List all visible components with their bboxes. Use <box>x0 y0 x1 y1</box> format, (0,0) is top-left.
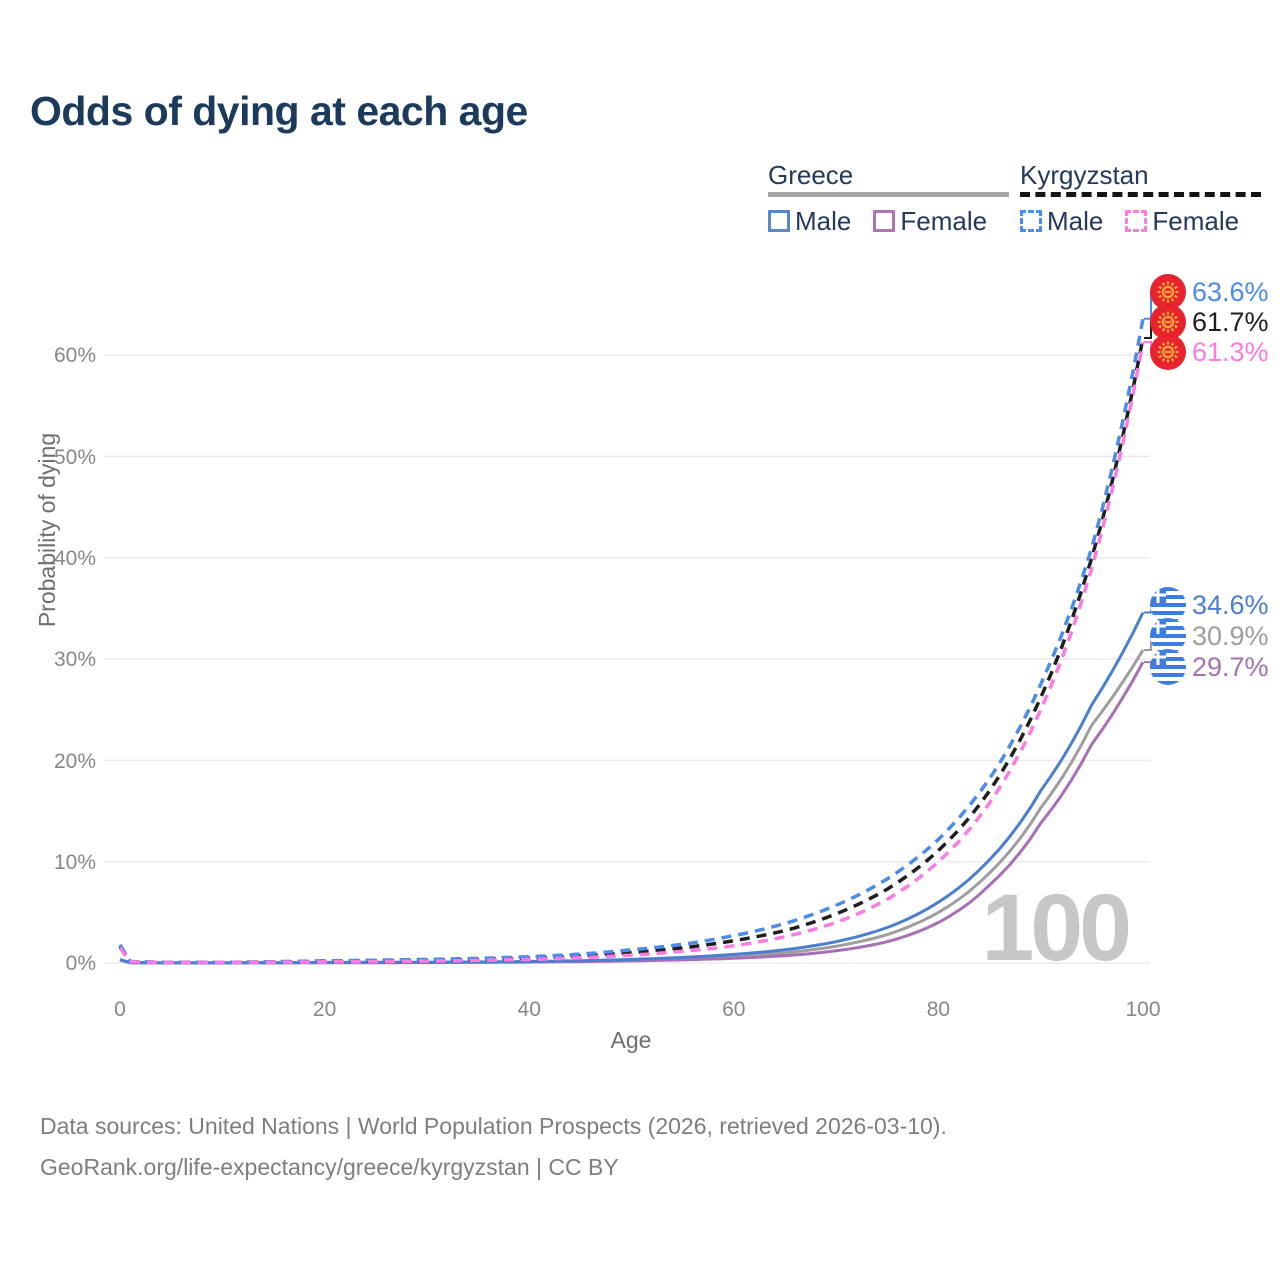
x-tick-60: 60 <box>722 998 745 1021</box>
greece-female-end-value: 29.7% <box>1192 652 1269 682</box>
legend-item-kyrgyzstan-male[interactable]: Male <box>1020 206 1103 236</box>
page-title: Odds of dying at each age <box>30 88 528 134</box>
y-tick-20: 20% <box>54 750 96 773</box>
series-layer <box>118 318 1145 965</box>
kyrgyzstan-male-line[interactable] <box>118 318 1145 965</box>
kyrgyzstan-female-checkbox[interactable] <box>1125 210 1148 232</box>
x-tick-40: 40 <box>518 998 541 1021</box>
greece-male-checkbox[interactable] <box>768 210 790 232</box>
y-axis-ticks: 0% 10% 20% 30% 40% 50% 60% <box>54 344 96 975</box>
legend-header-greece[interactable]: Greece <box>768 160 854 190</box>
y-axis-title: Probability of dying <box>34 433 60 627</box>
greece-female-label: Female <box>900 206 988 236</box>
kyrgyzstan-female-line[interactable] <box>118 341 1145 965</box>
kyrgyzstan-total-line-swatch <box>1020 192 1262 197</box>
legend-item-kyrgyzstan-female[interactable]: Female <box>1125 206 1239 236</box>
y-tick-30: 30% <box>54 648 96 671</box>
kyrgyzstan-flag-icon <box>1150 304 1186 340</box>
end-label-greece-total: 30.9% <box>1144 618 1269 654</box>
kyrgyzstan-flag-icon <box>1150 334 1186 370</box>
legend-group-kyrgyzstan: Kyrgyzstan Male Female <box>1020 160 1262 236</box>
legend-item-greece-female[interactable]: Female <box>873 206 987 236</box>
gridlines <box>104 354 1150 964</box>
footer-data-sources: Data sources: United Nations | World Pop… <box>40 1113 947 1139</box>
y-tick-40: 40% <box>54 547 96 570</box>
x-tick-20: 20 <box>313 998 336 1021</box>
greece-total-line-swatch <box>768 192 1010 197</box>
kyrgyzstan-flag-icon <box>1150 274 1186 310</box>
x-axis-ticks: 0 20 40 60 80 100 <box>114 998 1160 1021</box>
kyrgyzstan-male-checkbox[interactable] <box>1020 210 1042 232</box>
y-tick-60: 60% <box>54 344 96 367</box>
footer: Data sources: United Nations | World Pop… <box>40 1106 947 1188</box>
greece-flag-icon <box>1150 649 1186 685</box>
end-label-kyrgyzstan-male: 63.6% <box>1144 274 1269 320</box>
age-watermark: 100 <box>981 875 1128 981</box>
y-tick-0: 0% <box>66 952 96 975</box>
x-axis-title: Age <box>611 1027 652 1053</box>
end-label-kyrgyzstan-total: 61.7% <box>1144 304 1269 340</box>
legend-item-greece-male[interactable]: Male <box>768 206 851 236</box>
footer-attribution: GeoRank.org/life-expectancy/greece/kyrgy… <box>40 1154 619 1180</box>
x-tick-80: 80 <box>927 998 950 1021</box>
legend-group-greece: Greece Male Female <box>768 160 1010 236</box>
end-label-greece-female: 29.7% <box>1144 649 1269 685</box>
kyrgyzstan-total-line[interactable] <box>118 337 1145 965</box>
greece-male-end-value: 34.6% <box>1192 590 1269 620</box>
x-tick-100: 100 <box>1125 998 1160 1021</box>
kyrgyzstan-male-end-value: 63.6% <box>1192 277 1269 307</box>
kyrgyzstan-female-label: Female <box>1152 206 1240 236</box>
greece-flag-icon <box>1150 587 1186 623</box>
y-tick-10: 10% <box>54 851 96 874</box>
kyrgyzstan-female-end-value: 61.3% <box>1192 337 1269 367</box>
greece-flag-icon <box>1150 618 1186 654</box>
legend-header-kyrgyzstan[interactable]: Kyrgyzstan <box>1020 160 1149 190</box>
greece-male-label: Male <box>795 206 852 236</box>
greece-female-checkbox[interactable] <box>873 210 896 232</box>
end-label-kyrgyzstan-female: 61.3% <box>1144 334 1269 370</box>
greece-total-end-value: 30.9% <box>1192 621 1269 651</box>
kyrgyzstan-total-end-value: 61.7% <box>1192 307 1269 337</box>
y-tick-50: 50% <box>54 446 96 469</box>
kyrgyzstan-male-label: Male <box>1047 206 1104 236</box>
x-tick-0: 0 <box>114 998 126 1021</box>
end-label-layer: 63.6%61.7%61.3% 34.6%30.9%29.7% <box>1144 274 1269 685</box>
end-label-greece-male: 34.6% <box>1144 587 1269 623</box>
